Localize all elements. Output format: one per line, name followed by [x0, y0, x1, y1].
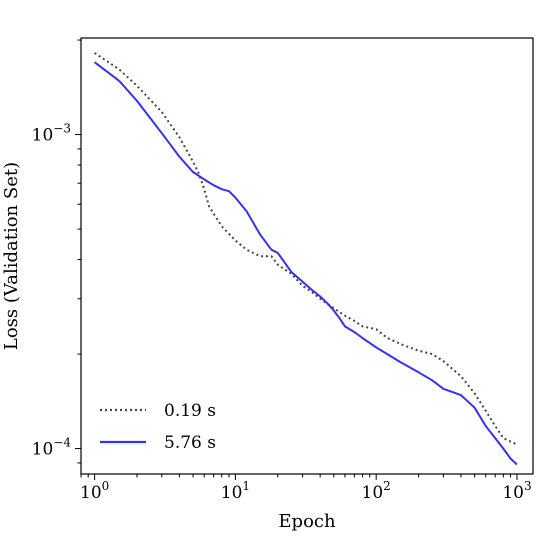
series-layer — [93, 52, 518, 466]
x-ticks: 100 101 102 103 — [80, 474, 532, 503]
legend: 0.19 s 5.76 s — [100, 401, 216, 453]
y-tick-label: 10−4 — [32, 436, 72, 460]
x-axis-label: Epoch — [278, 511, 336, 532]
plot-area — [81, 38, 533, 474]
y-tick-label: 10−3 — [32, 122, 71, 146]
x-tick-label: 101 — [221, 479, 250, 503]
series-line-1 — [93, 61, 518, 466]
x-tick-label: 102 — [362, 479, 391, 503]
y-axis-label: Loss (Validation Set) — [1, 162, 22, 350]
x-tick-label: 103 — [502, 479, 531, 503]
y-ticks: 10−3 10−4 — [32, 39, 81, 464]
legend-label-1: 5.76 s — [164, 433, 216, 453]
plot-frame — [80, 37, 534, 475]
legend-label-0: 0.19 s — [164, 401, 216, 421]
x-tick-label: 100 — [80, 479, 109, 503]
